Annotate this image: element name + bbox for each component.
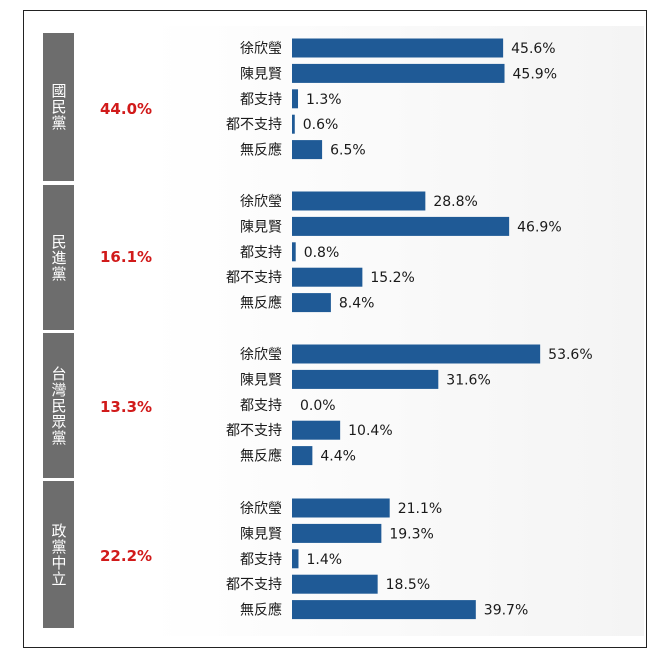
group-tab-kmt: 國民黨: [43, 33, 74, 181]
bar: [292, 191, 426, 211]
value-label: 0.8%: [304, 245, 340, 261]
value-label: 1.4%: [306, 552, 342, 568]
group-share-tpp: 13.3%: [100, 398, 153, 416]
category-label: 無反應: [240, 602, 282, 619]
value-label: 0.6%: [303, 117, 339, 133]
category-label: 陳見賢: [240, 526, 282, 542]
group-tab-label: 國民黨: [49, 83, 68, 131]
bar: [292, 140, 323, 160]
value-label: 28.8%: [433, 194, 477, 210]
value-label: 19.3%: [389, 526, 433, 542]
category-label: 陳見賢: [240, 66, 282, 82]
value-label: 8.4%: [339, 296, 375, 312]
bar: [292, 369, 439, 389]
category-label: 徐欣瑩: [240, 194, 282, 210]
bar: [292, 242, 296, 262]
chart-panel-background: [150, 26, 644, 636]
bar: [292, 498, 390, 518]
value-label: 21.1%: [398, 501, 442, 517]
value-label: 1.3%: [306, 92, 342, 108]
bar: [292, 574, 378, 594]
group-tab-label: 台灣民眾黨: [49, 365, 68, 446]
group-tab-tpp: 台灣民眾黨: [43, 333, 74, 478]
category-label: 都不支持: [226, 117, 282, 133]
value-label: 4.4%: [320, 449, 356, 465]
bar: [292, 216, 510, 236]
category-label: 都支持: [240, 92, 282, 108]
category-label: 無反應: [240, 142, 282, 159]
bar: [292, 549, 299, 569]
value-label: 53.6%: [548, 347, 592, 363]
category-label: 無反應: [240, 448, 282, 465]
group-share-kmt: 44.0%: [100, 100, 153, 118]
bar: [292, 114, 295, 134]
group-tab-neutral: 政黨中立: [43, 481, 74, 628]
bar: [292, 293, 331, 313]
value-label: 10.4%: [348, 423, 392, 439]
bar: [292, 89, 299, 109]
group-tab-label: 民進黨: [49, 233, 68, 282]
bar: [292, 267, 363, 287]
category-label: 都不支持: [226, 423, 282, 439]
value-label: 31.6%: [446, 372, 490, 388]
group-share-dpp: 16.1%: [100, 248, 153, 266]
category-label: 徐欣瑩: [240, 41, 282, 57]
bar: [292, 63, 505, 83]
value-label: 15.2%: [370, 270, 414, 286]
category-label: 都支持: [240, 245, 282, 261]
bar: [292, 344, 541, 364]
category-label: 都支持: [240, 398, 282, 414]
bar: [292, 420, 341, 440]
value-label: 0.0%: [300, 398, 336, 414]
value-label: 46.9%: [517, 219, 561, 235]
group-share-neutral: 22.2%: [100, 547, 153, 565]
category-label: 陳見賢: [240, 219, 282, 235]
value-label: 18.5%: [386, 577, 430, 593]
value-label: 39.7%: [484, 603, 528, 619]
category-label: 都不支持: [226, 270, 282, 286]
category-label: 徐欣瑩: [240, 501, 282, 517]
category-label: 陳見賢: [240, 372, 282, 388]
category-label: 徐欣瑩: [240, 347, 282, 363]
bar: [292, 523, 382, 543]
bar: [292, 446, 313, 466]
group-tab-dpp: 民進黨: [43, 185, 74, 330]
group-tab-label: 政黨中立: [49, 522, 68, 587]
value-label: 6.5%: [330, 143, 366, 159]
bar: [292, 38, 504, 58]
bar: [292, 600, 476, 620]
value-label: 45.9%: [513, 66, 557, 82]
category-label: 都不支持: [226, 577, 282, 593]
category-label: 都支持: [240, 552, 282, 568]
category-label: 無反應: [240, 295, 282, 312]
value-label: 45.6%: [511, 41, 555, 57]
